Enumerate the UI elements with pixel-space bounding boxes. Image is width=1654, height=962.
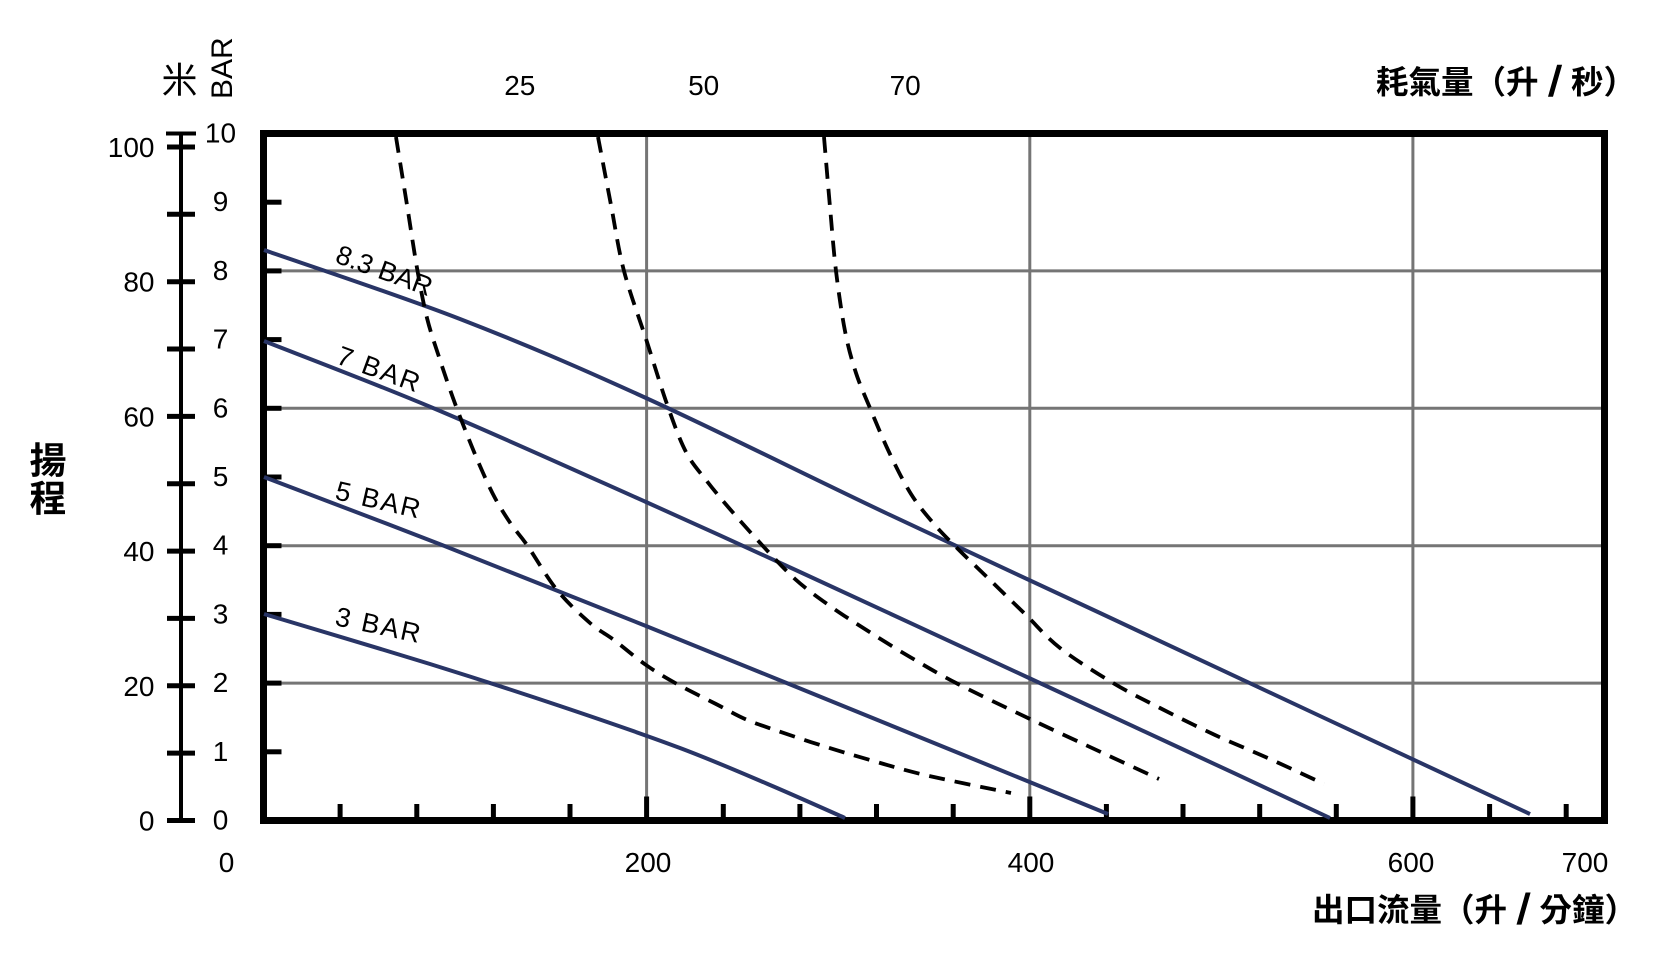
svg-text:50: 50 [688,70,719,101]
svg-text:7: 7 [213,324,229,355]
svg-text:BAR: BAR [206,37,239,99]
svg-text:400: 400 [1008,847,1055,878]
svg-text:8: 8 [213,255,229,286]
svg-text:1: 1 [213,736,229,767]
svg-text:10: 10 [205,118,236,149]
svg-text:60: 60 [123,401,154,432]
svg-text:700: 700 [1562,847,1609,878]
svg-text:600: 600 [1388,847,1435,878]
svg-text:0: 0 [213,805,229,836]
svg-text:6: 6 [213,392,229,423]
svg-text:2: 2 [213,667,229,698]
svg-text:3: 3 [213,598,229,629]
svg-text:100: 100 [108,132,155,163]
svg-text:80: 80 [123,267,154,298]
svg-text:0: 0 [139,806,155,837]
svg-text:70: 70 [890,70,921,101]
svg-text:25: 25 [504,70,535,101]
svg-text:9: 9 [213,186,229,217]
svg-text:20: 20 [123,671,154,702]
svg-text:4: 4 [213,530,229,561]
svg-text:200: 200 [625,847,672,878]
svg-text:0: 0 [219,847,235,878]
svg-text:5: 5 [213,461,229,492]
svg-text:40: 40 [123,536,154,567]
